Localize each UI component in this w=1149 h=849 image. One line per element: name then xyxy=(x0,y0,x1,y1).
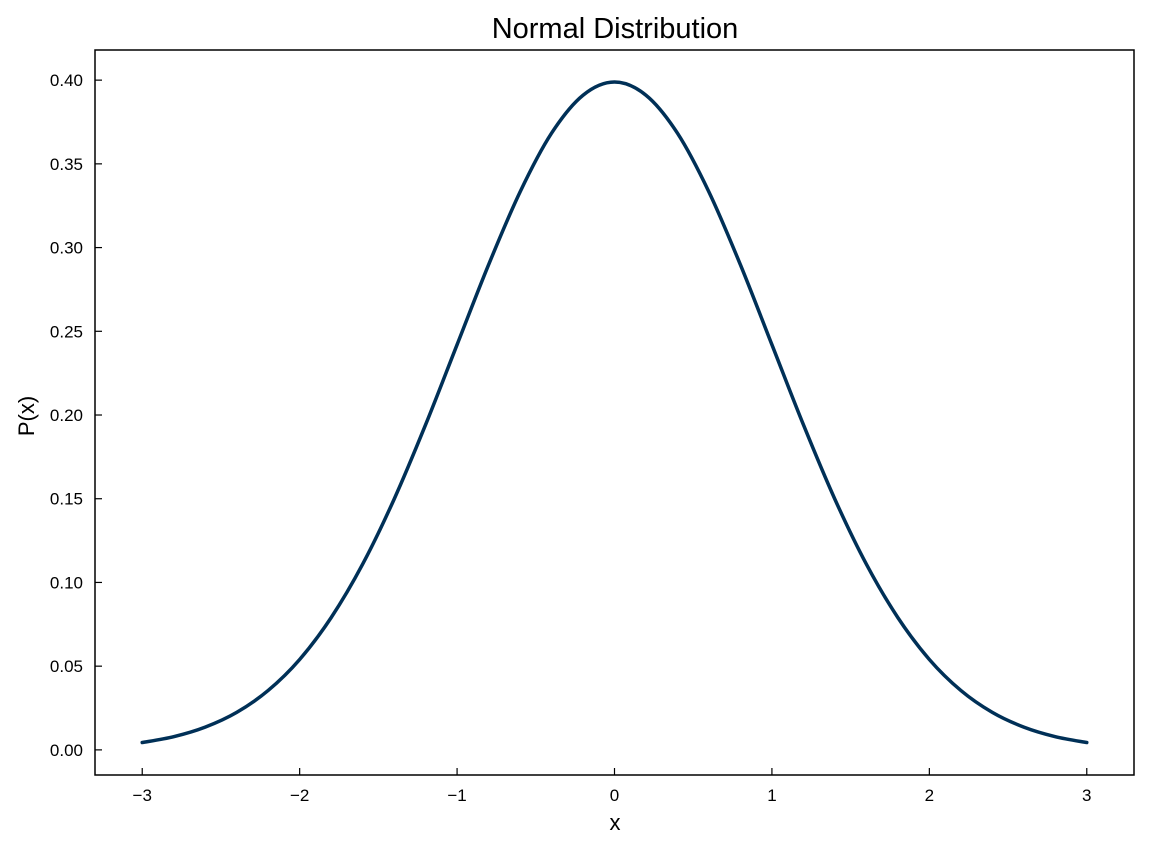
x-tick-label: 0 xyxy=(610,786,619,805)
x-tick-label: −2 xyxy=(290,786,309,805)
y-axis-label: P(x) xyxy=(14,396,39,436)
x-tick-label: 3 xyxy=(1082,786,1091,805)
chart-title: Normal Distribution xyxy=(492,13,739,45)
plot-frame xyxy=(94,49,1135,776)
y-tick-label: 0.40 xyxy=(50,71,83,90)
x-axis-label: x xyxy=(610,810,621,835)
y-tick-label: 0.10 xyxy=(50,573,83,592)
y-tick-label: 0.15 xyxy=(50,490,83,509)
density-curve xyxy=(140,80,1089,745)
plot-area xyxy=(94,49,1135,776)
x-axis-ticks: −3 −2 −1 0 1 2 3 xyxy=(133,768,1092,805)
y-tick-label: 0.25 xyxy=(50,322,83,341)
y-axis-ticks: 0.00 0.05 0.10 0.15 0.20 0.25 0.30 0.35 0.40 xyxy=(50,71,102,760)
x-tick-label: 1 xyxy=(767,786,776,805)
y-tick-label: 0.20 xyxy=(50,406,83,425)
x-tick-label: 2 xyxy=(925,786,934,805)
y-tick-label: 0.30 xyxy=(50,239,83,258)
x-tick-label: −3 xyxy=(133,786,152,805)
y-tick-label: 0.05 xyxy=(50,657,83,676)
x-tick-label: −1 xyxy=(447,786,466,805)
y-tick-label: 0.00 xyxy=(50,741,83,760)
y-tick-label: 0.35 xyxy=(50,155,83,174)
